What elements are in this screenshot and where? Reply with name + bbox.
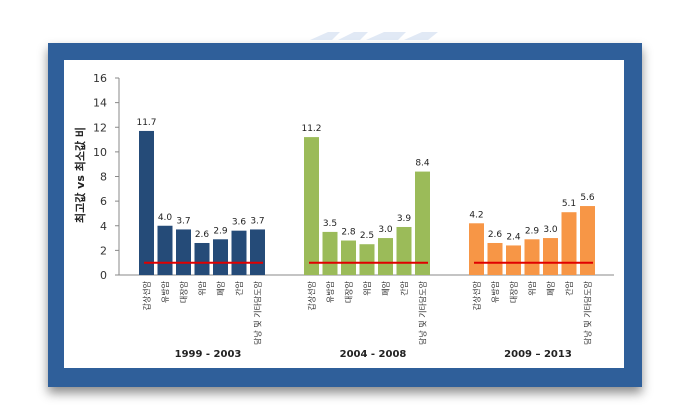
bar xyxy=(194,242,210,275)
bar xyxy=(543,238,558,275)
data-label: 2.6 xyxy=(488,230,503,240)
category-label: 담낭 및 기타담도암 xyxy=(253,280,263,345)
data-label: 5.6 xyxy=(580,193,595,203)
category-label: 담낭 및 기타담도암 xyxy=(583,280,593,345)
y-tick-label: 6 xyxy=(100,195,107,208)
category-label: 간암 xyxy=(399,280,409,295)
data-label: 2.5 xyxy=(360,231,374,241)
data-label: 5.1 xyxy=(562,199,576,209)
bar xyxy=(506,245,521,275)
category-label: 갑상선암 xyxy=(472,280,482,310)
bar xyxy=(487,242,503,275)
data-label: 3.7 xyxy=(176,216,190,226)
y-tick-label: 2 xyxy=(100,244,107,257)
category-label: 유방암 xyxy=(160,280,170,303)
watermark-logo xyxy=(310,32,438,40)
bar xyxy=(580,206,595,275)
period-label: 2004 - 2008 xyxy=(340,349,407,360)
data-label: 3.9 xyxy=(397,214,412,224)
y-tick-label: 14 xyxy=(93,97,107,110)
category-label: 위암 xyxy=(362,280,372,295)
bar xyxy=(250,229,265,275)
data-label: 11.2 xyxy=(301,124,321,134)
chart-panel xyxy=(64,60,624,368)
data-label: 3.0 xyxy=(378,225,393,235)
data-label: 3.0 xyxy=(543,225,558,235)
y-tick-label: 4 xyxy=(100,220,107,233)
category-label: 담낭 및 기타담도암 xyxy=(418,280,428,345)
data-label: 4.2 xyxy=(469,210,483,220)
category-label: 폐암 xyxy=(216,280,226,295)
bar xyxy=(359,244,375,275)
y-tick-label: 0 xyxy=(100,269,107,282)
category-label: 대장암 xyxy=(509,280,519,303)
data-label: 8.4 xyxy=(415,159,430,169)
data-label: 2.4 xyxy=(506,232,521,242)
bar xyxy=(213,239,228,275)
bar xyxy=(378,238,393,275)
bar xyxy=(157,225,173,275)
bar xyxy=(524,239,540,275)
category-label: 유방암 xyxy=(325,280,335,303)
data-label: 2.9 xyxy=(525,226,540,236)
category-label: 위암 xyxy=(197,280,207,295)
category-label: 폐암 xyxy=(546,280,556,295)
period-label: 1999 - 2003 xyxy=(175,349,242,360)
data-label: 2.9 xyxy=(213,226,228,236)
category-label: 대장암 xyxy=(344,280,354,303)
data-label: 11.7 xyxy=(136,118,156,128)
category-label: 간암 xyxy=(564,280,574,295)
bars-layer xyxy=(139,130,595,275)
bar xyxy=(176,229,191,275)
bar xyxy=(231,230,247,275)
bar xyxy=(139,130,154,275)
bar xyxy=(396,226,412,275)
category-label: 간암 xyxy=(234,280,244,295)
bar xyxy=(469,223,484,275)
category-label: 대장암 xyxy=(179,280,189,303)
y-tick-label: 10 xyxy=(93,146,107,159)
data-label: 3.6 xyxy=(232,218,247,228)
category-label: 폐암 xyxy=(381,280,391,295)
category-label: 갑상선암 xyxy=(307,280,317,310)
y-tick-label: 8 xyxy=(100,171,107,184)
data-label: 2.6 xyxy=(195,230,210,240)
category-label: 갑상선암 xyxy=(142,280,152,310)
data-label: 3.7 xyxy=(250,216,264,226)
labels-layer: 11.7 갑상선암 4.0 유방암 3.7 대장암 2.6 위암 2.9 폐암 3.6 간암 3.7 담낭… xyxy=(136,118,594,360)
bar xyxy=(322,231,338,275)
bar xyxy=(415,171,430,275)
y-tick-label: 12 xyxy=(93,121,107,134)
y-tick-label: 16 xyxy=(93,72,107,85)
data-label: 2.8 xyxy=(341,228,356,238)
category-label: 위암 xyxy=(527,280,537,295)
bar xyxy=(304,137,319,275)
y-axis-title: 최고값 vs 최소값 비 xyxy=(73,127,87,223)
bar xyxy=(561,212,577,275)
axis-layer: 0 2 4 6 8 10 12 14 16 xyxy=(93,72,614,282)
period-label: 2009 – 2013 xyxy=(504,349,572,360)
bar xyxy=(341,240,356,275)
data-label: 3.5 xyxy=(323,219,337,229)
category-label: 유방암 xyxy=(490,280,500,303)
data-label: 4.0 xyxy=(158,213,173,223)
